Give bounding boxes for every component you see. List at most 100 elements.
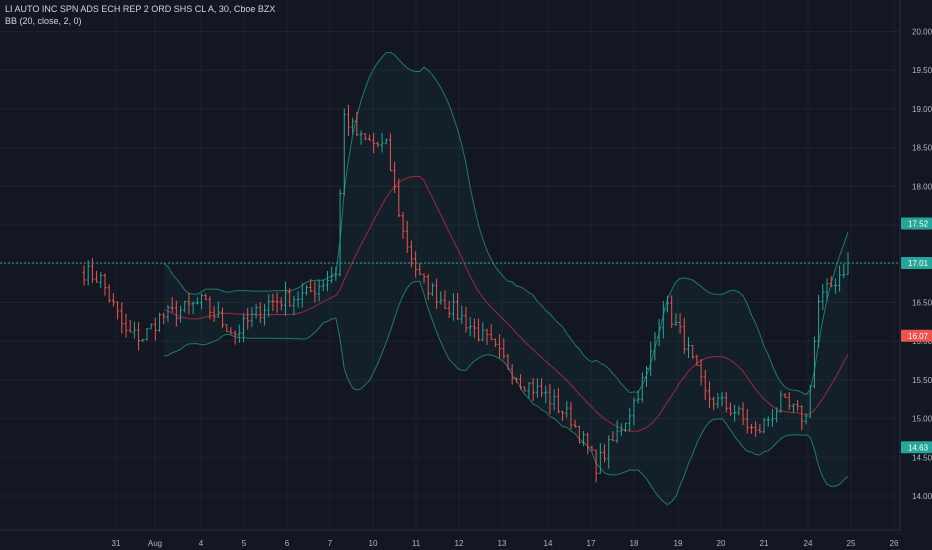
- price-bar: [225, 324, 229, 333]
- price-bar: [372, 132, 376, 154]
- price-bar: [279, 297, 283, 311]
- x-tick-label: 7: [328, 539, 333, 548]
- price-bar: [158, 312, 162, 332]
- price-bar: [401, 212, 405, 240]
- price-bar: [594, 449, 598, 483]
- price-bar: [443, 290, 447, 309]
- y-tick-label: 14.00: [912, 492, 932, 501]
- price-bar: [510, 364, 514, 385]
- price-bar: [388, 133, 392, 172]
- price-bar: [523, 386, 527, 392]
- price-bar: [330, 266, 334, 284]
- indicator-title[interactable]: BB (20, close, 2, 0): [5, 16, 82, 26]
- price-bar: [242, 313, 246, 343]
- price-bar: [791, 403, 795, 413]
- price-badge-text: 17.52: [908, 219, 929, 228]
- symbol-title[interactable]: LI AUTO INC SPN ADS ECH REP 2 ORD SHS CL…: [5, 4, 276, 14]
- price-bar: [603, 444, 607, 463]
- price-bar: [615, 420, 619, 443]
- price-bar: [325, 270, 329, 292]
- price-bar: [414, 251, 418, 278]
- price-bar: [90, 258, 94, 283]
- price-bar: [124, 313, 128, 338]
- price-bar: [204, 293, 208, 301]
- price-bar: [762, 417, 766, 434]
- price-bar: [502, 338, 506, 360]
- price-bar: [380, 132, 384, 153]
- price-bar: [741, 402, 745, 426]
- price-bar: [439, 291, 443, 305]
- y-tick-label: 18.00: [912, 182, 932, 191]
- price-bar: [258, 302, 262, 324]
- price-bar: [317, 279, 321, 302]
- price-bar: [661, 300, 665, 339]
- y-tick-label: 19.50: [912, 66, 932, 75]
- price-bar: [422, 273, 426, 284]
- price-bar: [556, 387, 560, 414]
- price-bar: [132, 321, 136, 339]
- price-bar: [745, 409, 749, 434]
- price-bar: [430, 282, 434, 297]
- price-bar: [179, 305, 183, 323]
- time-axis[interactable]: 31 Aug 4 5 6 7 10 11 12 13 14 17 18 19 20 21 24 25 26: [0, 529, 900, 548]
- price-bar: [682, 317, 686, 355]
- price-bar: [577, 425, 581, 444]
- price-bar: [728, 402, 732, 416]
- price-bar: [107, 284, 111, 303]
- price-badge-text: 17.01: [908, 259, 929, 268]
- price-badge-basis: 16.07: [901, 329, 932, 342]
- price-badge-text: 16.07: [908, 332, 929, 341]
- price-bar: [665, 295, 669, 313]
- price-bar: [724, 392, 728, 413]
- price-bar: [296, 291, 300, 308]
- x-tick-label: 5: [242, 539, 247, 548]
- price-bar: [309, 278, 313, 293]
- price-bar: [145, 328, 149, 341]
- x-tick-label: 24: [804, 539, 813, 548]
- price-bar: [582, 430, 586, 447]
- price-badge-upper: 17.52: [901, 217, 932, 230]
- price-badge-lower: 14.63: [901, 441, 932, 454]
- price-bar: [498, 334, 502, 359]
- price-bar: [481, 322, 485, 342]
- price-bar: [657, 318, 661, 347]
- price-bar: [506, 353, 510, 370]
- basis-line: [163, 176, 849, 432]
- price-bar: [678, 313, 682, 334]
- price-bar: [649, 341, 653, 377]
- price-bar: [611, 431, 615, 442]
- price-bar: [313, 281, 317, 303]
- price-bar: [624, 422, 628, 433]
- y-tick-label: 16.50: [912, 298, 932, 307]
- price-bar: [435, 278, 439, 309]
- price-bar: [695, 354, 699, 366]
- price-bar: [346, 104, 350, 136]
- price-bar: [338, 189, 342, 277]
- price-bar: [733, 404, 737, 422]
- price-label-badges: 17.52 17.01 16.07 14.63: [901, 217, 932, 454]
- x-tick-label: 19: [674, 539, 683, 548]
- price-bar: [170, 296, 174, 313]
- price-bar: [817, 294, 821, 348]
- price-bar: [707, 381, 711, 408]
- price-bar: [363, 133, 367, 141]
- price-bar: [754, 421, 758, 438]
- price-bar: [758, 423, 762, 434]
- price-bar: [99, 272, 103, 289]
- price-bar: [640, 372, 644, 403]
- price-bar: [409, 240, 413, 268]
- price-bar: [254, 303, 258, 319]
- price-bar: [208, 296, 212, 320]
- price-bar: [359, 130, 363, 145]
- price-axis[interactable]: 14.0014.5015.0015.5016.0016.5017.0017.50…: [899, 0, 932, 530]
- price-bar: [783, 393, 787, 398]
- price-bar: [691, 345, 695, 360]
- price-bar: [212, 306, 216, 323]
- price-bar: [489, 324, 493, 340]
- price-bar: [367, 134, 371, 141]
- x-tick-label: 10: [369, 539, 378, 548]
- price-bar: [288, 288, 292, 307]
- price-bar: [246, 307, 250, 330]
- x-tick-label: 18: [630, 539, 639, 548]
